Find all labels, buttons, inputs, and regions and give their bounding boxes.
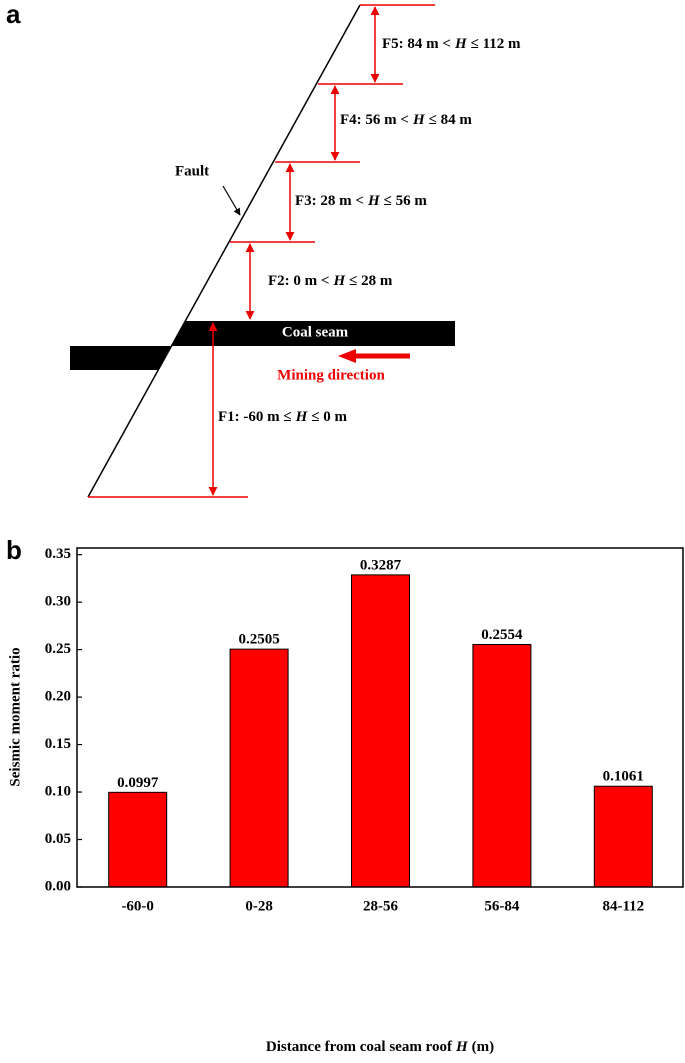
zone-label: F1: -60 m ≤ H ≤ 0 m bbox=[218, 409, 348, 425]
fault-label: Fault bbox=[175, 163, 209, 179]
x-axis-label: Distance from coal seam roof H (m) bbox=[266, 1039, 494, 1055]
plot-frame bbox=[76, 547, 684, 888]
fault-pointer bbox=[222, 185, 241, 216]
value-label: 0.0997 bbox=[117, 775, 159, 791]
y-tick-label: 0.05 bbox=[45, 831, 71, 847]
mining-direction-label: Mining direction bbox=[277, 367, 385, 383]
x-tick-label: 56-84 bbox=[484, 898, 519, 914]
diagram: a Coal seam Fault Mining direction F5: 8… bbox=[6, 0, 521, 498]
x-tick-label: 0-28 bbox=[245, 898, 273, 914]
bar bbox=[351, 574, 410, 888]
coal-seam-offset bbox=[70, 346, 171, 370]
value-label: 0.3287 bbox=[360, 557, 402, 573]
value-label: 0.2505 bbox=[238, 632, 279, 648]
coal-seam-label: Coal seam bbox=[282, 324, 349, 340]
panel-label: a bbox=[6, 0, 21, 29]
zone-label: F5: 84 m < H ≤ 112 m bbox=[382, 36, 521, 52]
y-tick-label: 0.25 bbox=[45, 641, 71, 657]
y-tick-label: 0.00 bbox=[45, 878, 71, 894]
bar bbox=[593, 785, 653, 888]
bar bbox=[229, 648, 289, 888]
zone-label: F2: 0 m < H ≤ 28 m bbox=[268, 273, 393, 289]
x-tick-label: 28-56 bbox=[363, 898, 398, 914]
x-tick-label: 84-112 bbox=[602, 898, 644, 914]
panel-label: b bbox=[6, 535, 22, 565]
fault-line bbox=[87, 4, 361, 498]
bar-chart: b Seismic moment ratio Distance from coa… bbox=[6, 535, 684, 1055]
x-tick-label: -60-0 bbox=[121, 898, 154, 914]
y-axis-label: Seismic moment ratio bbox=[7, 647, 23, 786]
y-tick-label: 0.30 bbox=[45, 594, 71, 610]
y-tick-label: 0.20 bbox=[45, 689, 71, 705]
value-label: 0.1061 bbox=[603, 769, 644, 785]
bar bbox=[472, 643, 532, 888]
coal-seam bbox=[171, 321, 455, 346]
y-tick-label: 0.35 bbox=[45, 546, 71, 562]
value-label: 0.2554 bbox=[481, 627, 523, 643]
bar bbox=[108, 791, 168, 888]
y-tick-label: 0.15 bbox=[45, 736, 71, 752]
y-tick-label: 0.10 bbox=[45, 783, 71, 799]
zone-label: F4: 56 m < H ≤ 84 m bbox=[340, 112, 472, 128]
zone-label: F3: 28 m < H ≤ 56 m bbox=[295, 193, 427, 209]
mining-arrow-head bbox=[338, 349, 356, 363]
